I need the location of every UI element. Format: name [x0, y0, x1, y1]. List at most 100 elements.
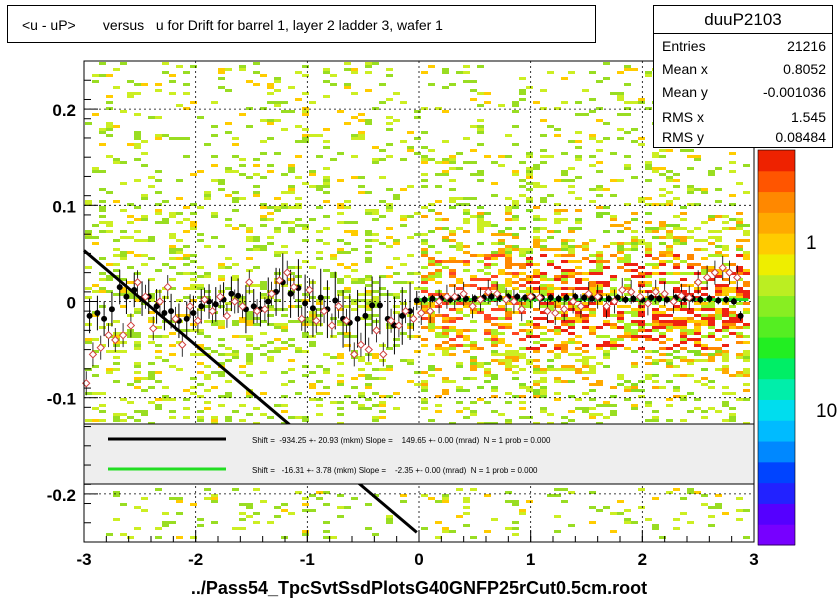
heat-cell	[582, 302, 589, 305]
heat-cell	[687, 203, 694, 206]
heat-cell	[323, 140, 330, 143]
heat-cell	[701, 293, 708, 296]
heat-cell	[645, 197, 652, 200]
profile-filled-point	[715, 297, 722, 304]
heat-cell	[190, 65, 197, 68]
heat-cell	[134, 83, 141, 86]
heat-cell	[652, 416, 659, 419]
heat-cell	[260, 284, 267, 287]
heat-cell	[617, 260, 624, 263]
heat-cell	[316, 308, 323, 311]
heat-cell	[421, 383, 428, 386]
heat-cell	[666, 365, 673, 368]
heat-cell	[435, 263, 442, 266]
stats-divider	[654, 33, 832, 34]
heat-cell	[547, 263, 554, 266]
heat-cell	[568, 227, 575, 230]
heat-cell	[120, 230, 127, 233]
heat-cell	[365, 284, 372, 287]
heat-cell	[197, 419, 204, 422]
heat-cell	[162, 512, 169, 515]
heat-cell	[169, 80, 176, 83]
profile-filled-point	[663, 296, 670, 303]
heat-cell	[379, 176, 386, 179]
heat-cell	[274, 308, 281, 311]
heat-cell	[99, 419, 106, 422]
profile-filled-point	[250, 303, 257, 310]
heat-cell	[379, 404, 386, 407]
heat-cell	[484, 329, 491, 332]
heat-cell	[337, 332, 344, 335]
heat-cell	[589, 98, 596, 101]
heat-cell	[372, 62, 379, 65]
heat-cell	[421, 308, 428, 311]
heat-cell	[540, 293, 547, 296]
heat-cell	[148, 317, 155, 320]
heat-cell	[708, 515, 715, 518]
heat-cell	[722, 326, 729, 329]
heat-cell	[554, 305, 561, 308]
legend-green-text: Shift = -16.31 +- 3.78 (mkm) Slope = -2.…	[252, 466, 538, 475]
heat-cell	[736, 212, 743, 215]
heat-cell	[547, 338, 554, 341]
heat-cell	[568, 272, 575, 275]
heat-cell	[190, 536, 197, 539]
heat-cell	[134, 335, 141, 338]
heat-cell	[295, 392, 302, 395]
heat-cell	[701, 335, 708, 338]
heat-cell	[421, 305, 428, 308]
profile-filled-point	[547, 294, 554, 301]
heat-cell	[127, 266, 134, 269]
heat-cell	[722, 329, 729, 332]
heat-cell	[428, 230, 435, 233]
heat-cell	[442, 266, 449, 269]
heat-cell	[575, 341, 582, 344]
heat-cell	[540, 149, 547, 152]
heat-cell	[435, 173, 442, 176]
heat-cell	[316, 188, 323, 191]
heat-cell	[456, 245, 463, 248]
heat-cell	[365, 293, 372, 296]
heat-cell	[673, 488, 680, 491]
heat-cell	[519, 248, 526, 251]
heat-cell	[498, 332, 505, 335]
heat-cell	[554, 275, 561, 278]
heat-cell	[246, 356, 253, 359]
heat-cell	[428, 326, 435, 329]
heat-cell	[190, 377, 197, 380]
heat-cell	[372, 281, 379, 284]
heat-cell	[743, 251, 750, 254]
heat-cell	[99, 128, 106, 131]
heat-cell	[295, 140, 302, 143]
heat-cell	[708, 317, 715, 320]
heat-cell	[547, 71, 554, 74]
heat-cell	[113, 494, 120, 497]
heat-cell	[463, 251, 470, 254]
heat-cell	[449, 233, 456, 236]
heat-cell	[162, 71, 169, 74]
heat-cell	[722, 284, 729, 287]
heat-cell	[680, 497, 687, 500]
heat-cell	[533, 392, 540, 395]
heat-cell	[155, 137, 162, 140]
heat-cell	[729, 170, 736, 173]
heat-cell	[603, 323, 610, 326]
heat-cell	[253, 521, 260, 524]
heat-cell	[225, 395, 232, 398]
heat-cell	[155, 350, 162, 353]
heat-cell	[225, 380, 232, 383]
heat-cell	[568, 524, 575, 527]
heat-cell	[365, 290, 372, 293]
heat-cell	[526, 302, 533, 305]
heat-cell	[183, 254, 190, 257]
heat-cell	[554, 248, 561, 251]
heat-cell	[582, 308, 589, 311]
color-scale-band	[758, 233, 795, 255]
heat-cell	[638, 197, 645, 200]
heat-cell	[666, 251, 673, 254]
heat-cell	[386, 116, 393, 119]
heat-cell	[260, 74, 267, 77]
profile-filled-point	[108, 306, 115, 313]
heat-cell	[568, 320, 575, 323]
heat-cell	[337, 290, 344, 293]
